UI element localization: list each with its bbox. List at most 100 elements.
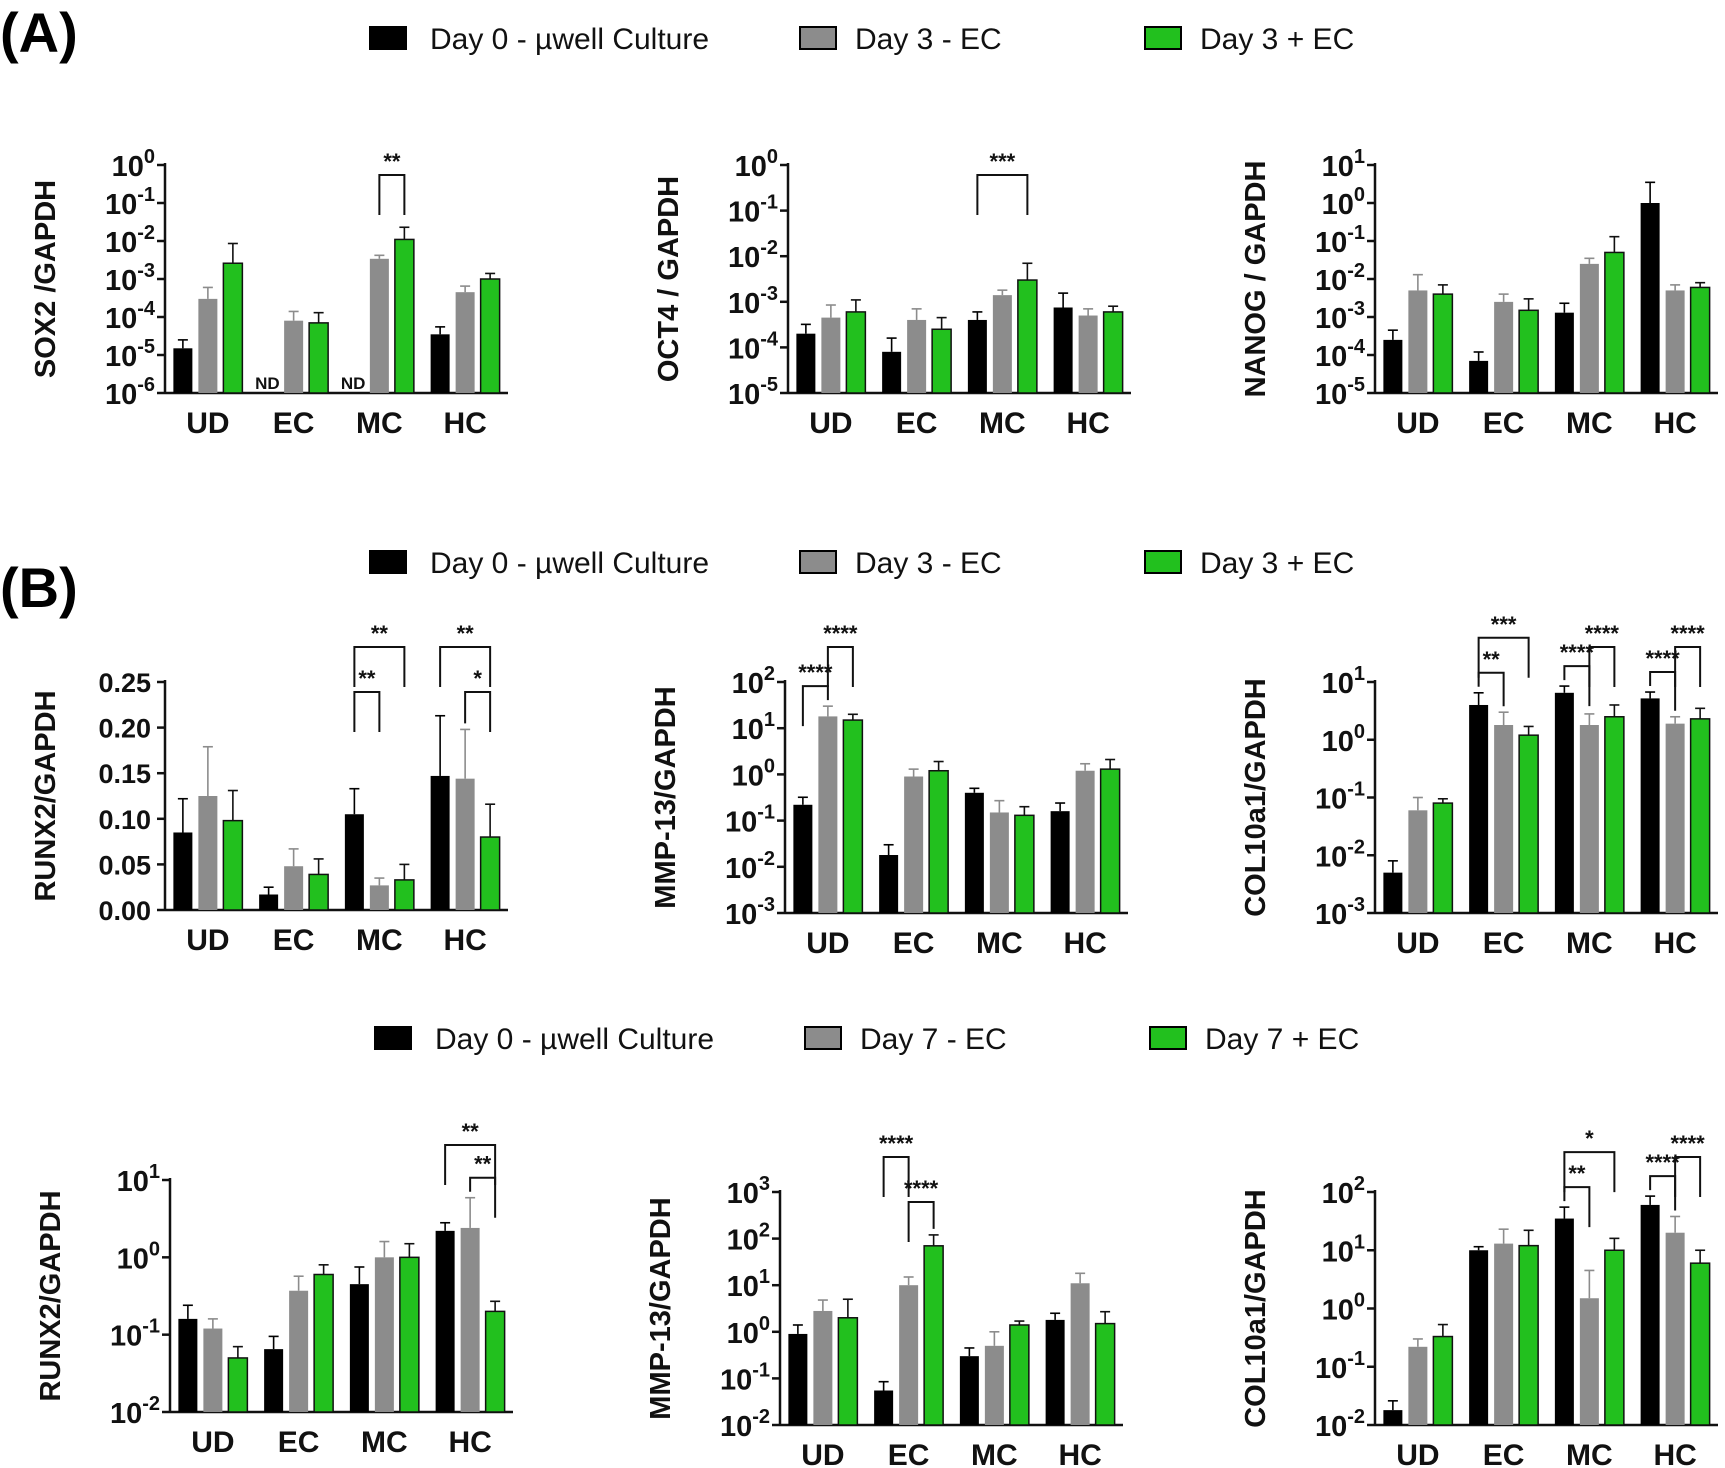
bar <box>479 836 501 911</box>
nd-label: ND <box>255 374 280 393</box>
significance-bracket <box>882 1156 910 1197</box>
bar <box>1432 293 1454 394</box>
bar <box>928 769 949 914</box>
bar <box>484 1310 506 1413</box>
bar <box>793 804 813 913</box>
y-tick-label: 101 <box>1322 1231 1365 1268</box>
y-tick-label: 100 <box>1322 721 1365 758</box>
y-axis-title: COL10a1/GAPDH <box>1240 678 1272 917</box>
legend-label: Day 0 - µwell Culture <box>435 1023 714 1056</box>
y-tick-label: 100 <box>1322 184 1365 221</box>
bar <box>435 1230 455 1412</box>
bar <box>1579 1298 1599 1425</box>
significance-label: ** <box>1568 1161 1586 1186</box>
y-tick-label: 10-1 <box>110 1316 160 1353</box>
significance-bracket <box>801 685 829 727</box>
panel-label-b: (B) <box>0 556 78 619</box>
x-tick-label: HC <box>443 407 486 440</box>
bar <box>1408 1346 1428 1425</box>
bar <box>430 334 450 393</box>
chart-5: 10-3 10-2 10-1 100 101 COL10a1/GAPDH UD EC MC HC *… <box>1240 612 1718 960</box>
significance-bracket <box>826 646 854 687</box>
significance-bracket <box>353 691 381 732</box>
significance-label: * <box>473 666 482 691</box>
y-tick-label: 10-2 <box>728 237 778 274</box>
significance-label: ** <box>1483 647 1501 672</box>
y-tick-label: 10-1 <box>1315 222 1365 259</box>
x-tick-label: HC <box>1653 927 1696 960</box>
bar <box>1640 698 1660 913</box>
x-tick-label: MC <box>979 407 1026 440</box>
significance-bracket <box>1477 671 1505 707</box>
bar <box>1469 704 1489 913</box>
legend-swatch <box>374 1026 412 1050</box>
x-tick-label: HC <box>443 924 486 957</box>
x-tick-label: MC <box>361 1426 408 1459</box>
legend-swatch <box>369 26 407 50</box>
y-tick-label: 102 <box>1322 1173 1365 1210</box>
significance-bracket <box>1563 1151 1616 1193</box>
bar <box>842 719 864 914</box>
bar <box>874 1390 894 1425</box>
bar <box>1078 315 1098 393</box>
bar <box>1432 1335 1454 1426</box>
y-tick-label: 10-3 <box>1315 298 1365 335</box>
bar <box>1579 263 1599 393</box>
bar <box>394 238 415 394</box>
legend-label: Day 7 + EC <box>1205 1023 1359 1056</box>
y-tick-label: 10-6 <box>105 374 155 411</box>
legend-swatch <box>1144 550 1182 574</box>
y-axis-title: RUNX2/GAPDH <box>30 690 62 901</box>
legend-label: Day 7 - EC <box>860 1023 1007 1056</box>
x-tick-label: MC <box>976 927 1023 960</box>
x-tick-label: EC <box>896 407 938 440</box>
significance-bracket <box>1674 1156 1702 1197</box>
bar <box>1604 251 1625 394</box>
chart-3: 0.00 0.05 0.10 0.15 0.20 0.25 RUNX2/GAPDH UD EC M… <box>30 621 508 957</box>
y-tick-label: 10-4 <box>728 328 779 365</box>
panel-label-a: (A) <box>0 1 78 64</box>
bar <box>904 776 924 913</box>
significance-bracket <box>1588 646 1616 687</box>
significance-bracket <box>378 174 406 215</box>
bar <box>1554 1218 1574 1425</box>
x-tick-label: UD <box>806 927 849 960</box>
bar <box>344 814 364 910</box>
significance-label: **** <box>823 621 858 646</box>
bar <box>308 873 329 911</box>
bar <box>349 1284 369 1412</box>
bar <box>1665 1232 1685 1425</box>
x-tick-label: MC <box>1566 407 1613 440</box>
bar <box>1050 811 1070 913</box>
y-tick-label: 10-2 <box>110 1393 160 1430</box>
bar <box>1689 718 1711 914</box>
bar <box>198 796 218 910</box>
significance-label: *** <box>1491 612 1517 637</box>
bar <box>959 1356 979 1425</box>
bar <box>1408 290 1428 393</box>
x-tick-label: MC <box>1566 1439 1613 1468</box>
y-tick-label: 101 <box>1322 663 1365 700</box>
bar <box>845 311 867 394</box>
y-axis-title: RUNX2/GAPDH <box>35 1190 67 1401</box>
bar <box>460 1227 480 1412</box>
x-tick-label: HC <box>1058 1439 1101 1468</box>
significance-bracket <box>469 1176 497 1218</box>
significance-label: **** <box>904 1176 939 1201</box>
bar <box>1408 810 1428 913</box>
x-tick-label: EC <box>1483 407 1525 440</box>
chart-1: 10-5 10-4 10-3 10-2 10-1 100 OCT4 / GAPDH UD EC M… <box>653 146 1131 440</box>
bar <box>907 319 927 393</box>
bar <box>923 1245 944 1426</box>
significance-label: **** <box>1585 621 1620 646</box>
y-tick-label: 10-1 <box>1315 779 1365 816</box>
legend-label: Day 3 - EC <box>855 547 1002 580</box>
bar <box>1518 309 1539 394</box>
bar <box>964 792 984 913</box>
significance-label: ** <box>383 149 401 174</box>
bar <box>455 292 475 393</box>
bar <box>992 295 1012 393</box>
bar <box>796 333 816 393</box>
x-tick-label: HC <box>1653 1439 1696 1468</box>
